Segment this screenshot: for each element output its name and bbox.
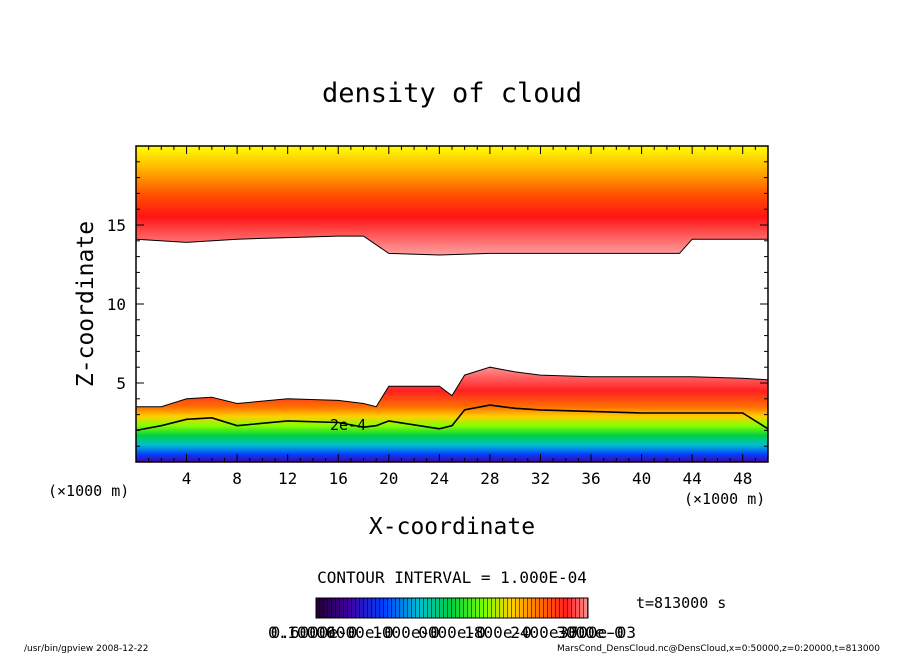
x-tick-label: 36 xyxy=(581,469,600,488)
x-axis-ticks: 4 8 12 16 20 24 28 32 36 40 44 48 xyxy=(148,146,756,488)
x-tick-label: 4 xyxy=(182,469,192,488)
x-tick-label: 28 xyxy=(480,469,499,488)
upper-layer-edge-contour xyxy=(136,235,768,256)
y-tick-label: 15 xyxy=(107,216,126,235)
y-tick-label: 10 xyxy=(107,295,126,314)
lower-layer-edge-contour xyxy=(136,366,768,408)
footer-left: /usr/bin/gpview 2008-12-22 xyxy=(24,644,148,654)
x-tick-label: 24 xyxy=(430,469,449,488)
z-unit-label: (×1000 m) xyxy=(48,482,129,500)
colorbar-tick-label: 1800e-0 xyxy=(464,623,531,642)
x-unit-label: (×1000 m) xyxy=(684,490,765,508)
x-tick-label: 48 xyxy=(733,469,752,488)
colorbar-tick-label: 3700e-03 xyxy=(559,623,636,642)
colorbar-tick-label: 0000e-0 xyxy=(418,623,485,642)
x-tick-label: 40 xyxy=(632,469,651,488)
x-tick-label: 16 xyxy=(329,469,348,488)
chart-title: density of cloud xyxy=(322,78,582,109)
lower-cloud-layer xyxy=(136,367,768,462)
footer-right: MarsCond_DensCloud.nc@DensCloud,x=0:5000… xyxy=(557,644,880,654)
x-tick-label: 32 xyxy=(531,469,550,488)
colorbar-tick-label: 0.10000 xyxy=(268,623,335,642)
colorbar-tick-label: 6000e-0 xyxy=(326,623,393,642)
y-tick-label: 5 xyxy=(116,374,126,393)
colorbar-tick-label: 2400e-0 xyxy=(510,623,577,642)
upper-cloud-layer xyxy=(136,146,768,255)
x-tick-label: 8 xyxy=(232,469,242,488)
x-axis-label: X-coordinate xyxy=(369,514,535,540)
colorbar-tick-label: 0.6000e-0 xyxy=(271,623,358,642)
x-tick-label: 44 xyxy=(683,469,702,488)
colorbar-level-dividers xyxy=(316,598,588,618)
colorbar-tick-label: 1000e-0 xyxy=(372,623,439,642)
contour-label: 2e-4 xyxy=(330,416,366,434)
x-tick-label: 20 xyxy=(379,469,398,488)
y-axis-ticks: 5 10 15 xyxy=(107,161,768,447)
colorbar-labels: 0.100000.6000e-06000e-01000e-00000e-0180… xyxy=(268,623,636,642)
x-tick-label: 12 xyxy=(278,469,297,488)
y-axis-label: Z-coordinate xyxy=(73,221,99,387)
contour-interval-text: CONTOUR INTERVAL = 1.000E-04 xyxy=(317,568,587,587)
time-label: t=813000 s xyxy=(636,594,726,612)
colorbar-tick-label: 3000e-0 xyxy=(556,623,623,642)
contour-2e-4-line xyxy=(136,404,768,432)
